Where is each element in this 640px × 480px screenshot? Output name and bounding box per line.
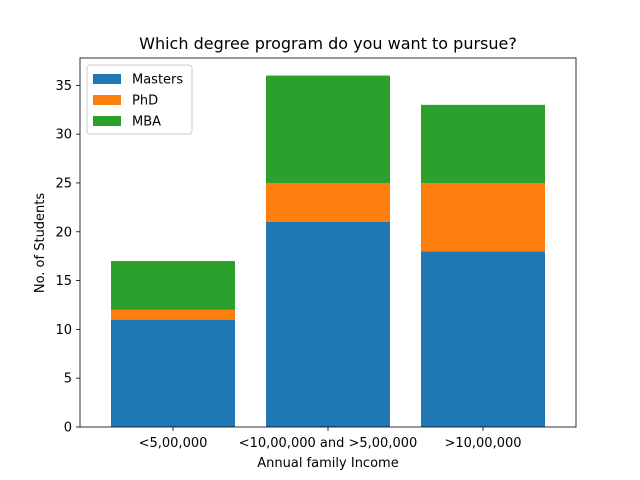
y-tick-label: 5 (64, 372, 72, 387)
y-axis-title: No. of Students (33, 193, 48, 294)
bar-phd-2 (421, 182, 545, 252)
x-tick-label: >10,00,000 (444, 436, 521, 451)
chart-title: Which degree program do you want to purs… (139, 34, 517, 53)
y-tick-label: 20 (55, 225, 72, 240)
y-tick-label: 35 (55, 79, 72, 94)
y-tick-label: 30 (55, 128, 72, 143)
y-tick-label: 25 (55, 176, 72, 191)
x-tick-label: <10,00,000 and >5,00,000 (239, 436, 418, 451)
legend: Masters PhD MBA (86, 64, 193, 135)
bar-mba-2 (421, 104, 545, 183)
legend-swatch-masters (93, 74, 121, 84)
x-tick-label: <5,00,000 (139, 436, 208, 451)
legend-swatch-phd (93, 95, 121, 105)
legend-label-phd: PhD (132, 94, 158, 109)
y-tick-label: 0 (64, 421, 72, 436)
bar-mba-0 (111, 261, 235, 310)
legend-label-masters: Masters (132, 73, 183, 88)
bars-layer (111, 75, 545, 427)
legend-swatch-mba (93, 116, 121, 126)
y-tick-label: 10 (55, 323, 72, 338)
x-axis-title: Annual family Income (257, 456, 398, 471)
y-tick-label: 15 (55, 274, 72, 289)
bar-phd-0 (111, 309, 235, 320)
bar-masters-1 (266, 222, 390, 427)
axes-layer: <5,00,000 <10,00,000 and >5,00,000 >10,00,… (55, 57, 577, 451)
plot-frame (79, 57, 577, 428)
legend-label-mba: MBA (132, 115, 161, 130)
bar-phd-1 (266, 182, 390, 222)
bar-mba-1 (266, 75, 390, 183)
bar-masters-0 (111, 319, 235, 427)
bar-masters-2 (421, 251, 545, 427)
